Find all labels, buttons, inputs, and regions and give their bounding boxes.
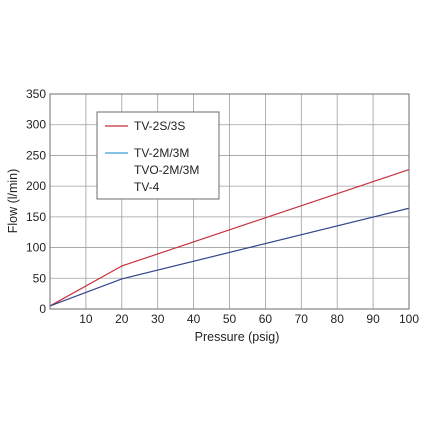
y-axis-label: Flow (l/min) [6,169,20,234]
x-tick-labels: 10 20 30 40 50 60 70 80 90 100 [79,312,419,326]
series-lines [49,168,410,307]
x-tick-label-90: 90 [366,312,380,326]
legend-label-tv-2m-3m: TV-2M/3M [134,146,189,160]
series-line-tv-2s-3s [49,168,410,307]
x-tick-label-70: 70 [295,312,309,326]
x-tick-label-40: 40 [187,312,201,326]
plot-frame [49,93,410,310]
legend: TV-2S/3S TV-2M/3M TVO-2M/3M TV-4 [96,111,220,200]
x-tick-label-30: 30 [151,312,165,326]
y-tick-label-300: 300 [26,118,46,132]
y-tick-label-250: 250 [26,148,46,162]
y-tick-label-350: 350 [26,87,46,101]
y-tick-label-100: 100 [26,241,46,255]
x-tick-label-50: 50 [223,312,237,326]
y-tick-label-0: 0 [39,302,46,316]
x-tick-label-20: 20 [115,312,129,326]
y-tick-labels: 0 50 100 150 200 250 300 350 [26,87,46,316]
x-tick-label-80: 80 [331,312,345,326]
x-tick-label-60: 60 [259,312,273,326]
x-tick-label-10: 10 [79,312,93,326]
y-tick-label-50: 50 [33,271,47,285]
legend-label-tvo-2m-3m: TVO-2M/3M [134,163,199,177]
y-tick-label-200: 200 [26,179,46,193]
legend-label-tv-4: TV-4 [134,180,160,194]
series-line-tv-2m-3m [49,207,410,307]
y-tick-label-150: 150 [26,210,46,224]
legend-label-tv-2s-3s: TV-2S/3S [134,119,185,133]
x-tick-label-100: 100 [399,312,419,326]
x-axis-label: Pressure (psig) [195,330,280,344]
